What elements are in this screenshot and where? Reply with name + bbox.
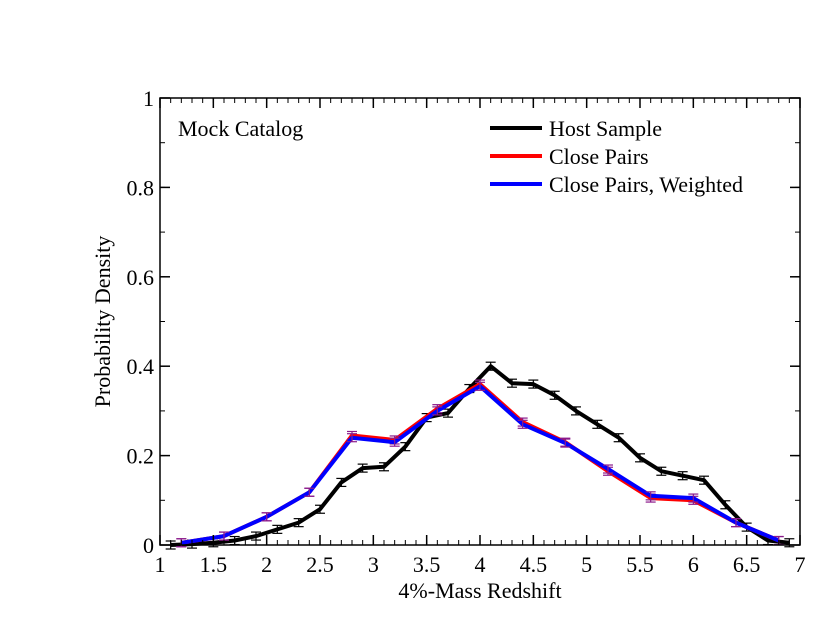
data-point-host-sample [656, 466, 667, 476]
x-tick-label: 3 [368, 552, 379, 577]
y-tick-label: 1 [143, 86, 154, 111]
data-point-close-pairs-weighted [560, 438, 571, 448]
data-point-host-sample [315, 504, 325, 514]
series-line-host-sample [170, 364, 790, 547]
x-tick-label: 7 [795, 552, 806, 577]
data-point-close-pairs-weighted [731, 518, 741, 528]
chart-marks [165, 361, 795, 550]
y-tick-label: 0.8 [127, 175, 155, 200]
y-tick-label: 0.2 [127, 444, 155, 469]
data-point-host-sample [549, 390, 560, 400]
data-point-host-sample [635, 453, 645, 463]
data-point-host-sample [507, 378, 517, 388]
data-point-close-pairs-weighted [688, 493, 699, 503]
series-line-close-pairs [180, 382, 780, 545]
legend-label: Close Pairs [549, 144, 649, 169]
data-point-close-pairs-weighted [432, 406, 443, 416]
data-point-close-pairs-weighted [517, 419, 528, 429]
data-point-close-pairs-weighted [389, 437, 400, 447]
x-tick-label: 1 [155, 552, 166, 577]
x-tick-label: 4.5 [520, 552, 548, 577]
legend-label: Host Sample [549, 116, 662, 141]
x-tick-label: 6 [688, 552, 699, 577]
data-point-host-sample [443, 408, 453, 418]
series-line-close-pairs-weighted [180, 384, 780, 545]
x-tick-label: 2 [261, 552, 272, 577]
annotation-label: Mock Catalog [178, 116, 303, 141]
data-point-close-pairs-weighted [347, 433, 357, 443]
data-point-host-sample [699, 475, 709, 485]
x-tick-label: 2.5 [306, 552, 334, 577]
data-point-host-sample [293, 518, 304, 528]
x-tick-label: 1.5 [200, 552, 228, 577]
data-point-host-sample [272, 524, 283, 534]
x-tick-label: 5.5 [626, 552, 654, 577]
data-point-host-sample [677, 471, 688, 481]
legend-label: Close Pairs, Weighted [549, 172, 743, 197]
data-point-host-sample [379, 462, 389, 472]
legend: Host Sample Close Pairs Close Pairs, Weigh… [490, 116, 743, 197]
data-point-close-pairs-weighted [304, 487, 315, 497]
data-point-host-sample [485, 361, 496, 371]
x-tick-label: 3.5 [413, 552, 441, 577]
x-tick-label: 5 [581, 552, 592, 577]
y-tick-label: 0.4 [127, 354, 155, 379]
data-point-host-sample [571, 406, 581, 416]
data-point-host-sample [720, 500, 731, 510]
data-point-close-pairs-weighted [261, 512, 272, 522]
data-point-host-sample [357, 463, 368, 473]
y-axis-title: Probability Density [90, 236, 115, 408]
data-point-host-sample [400, 442, 411, 452]
x-tick-label: 4 [475, 552, 486, 577]
y-tick-label: 0.6 [127, 265, 155, 290]
data-point-close-pairs-weighted [475, 381, 485, 391]
data-point-host-sample [528, 379, 539, 389]
data-point-close-pairs-weighted [645, 491, 656, 501]
data-point-host-sample [592, 419, 603, 429]
data-point-host-sample [336, 477, 347, 488]
x-axis-title: 4%-Mass Redshift [398, 578, 561, 603]
data-point-host-sample [613, 433, 624, 443]
axis-ticks: 1 1.5 2 2.5 3 3.5 4 4.5 5 5.5 6 6.5 7 0 0.2 0.4 0.6 0.8 1 [127, 86, 806, 577]
data-point-close-pairs-weighted [603, 464, 613, 474]
y-tick-label: 0 [143, 533, 154, 558]
x-tick-label: 6.5 [733, 552, 761, 577]
